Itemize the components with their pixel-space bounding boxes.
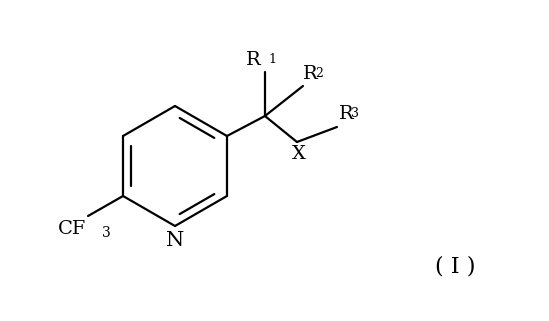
Text: R: R xyxy=(303,65,318,83)
Text: 3: 3 xyxy=(102,226,110,240)
Text: 1: 1 xyxy=(268,53,276,66)
Text: 2: 2 xyxy=(315,67,323,80)
Text: ( I ): ( I ) xyxy=(435,255,475,277)
Text: X: X xyxy=(292,145,306,163)
Text: CF: CF xyxy=(58,220,86,238)
Text: R: R xyxy=(339,105,354,123)
Text: 3: 3 xyxy=(351,107,359,120)
Text: N: N xyxy=(166,231,184,250)
Text: R: R xyxy=(246,51,261,69)
